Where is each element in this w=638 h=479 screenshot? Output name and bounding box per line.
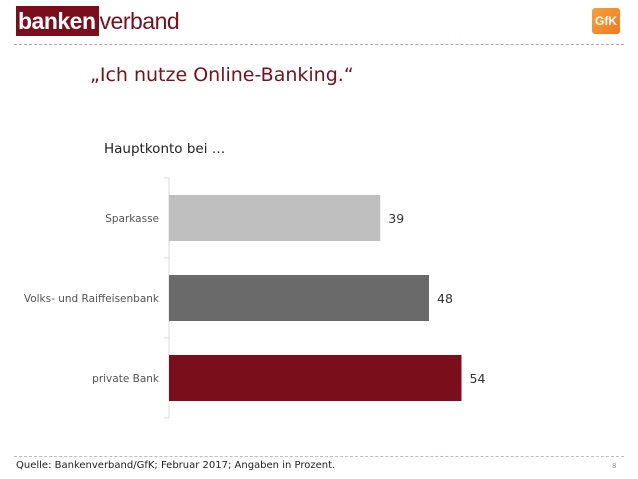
bar-1 xyxy=(169,195,381,241)
logo-part-verband: verband xyxy=(99,8,180,34)
bar-3 xyxy=(169,355,462,401)
slide-title: „Ich nutze Online-Banking.“ xyxy=(90,64,354,86)
category-label: Volks- und Raiffeisenbank xyxy=(24,293,160,305)
page-number: 8 xyxy=(612,462,617,470)
category-label: Sparkasse xyxy=(105,213,159,225)
gfk-logo: GfK xyxy=(592,8,620,34)
bankenverband-logo: banken verband xyxy=(16,6,180,36)
header-divider xyxy=(14,44,624,45)
value-label: 54 xyxy=(470,371,486,386)
value-label: 39 xyxy=(388,211,404,226)
logo-part-banken: banken xyxy=(16,6,99,36)
bar-2 xyxy=(169,275,429,321)
source-note: Quelle: Bankenverband/GfK; Februar 2017;… xyxy=(16,460,336,471)
value-label: 48 xyxy=(437,291,453,306)
category-label: private Bank xyxy=(92,373,160,385)
footer-divider xyxy=(14,456,624,457)
chart-subtitle: Hauptkonto bei … xyxy=(104,141,226,157)
bar-chart: Sparkasse 39 Volks- und Raiffeisenbank 48 pr… xyxy=(24,177,486,419)
